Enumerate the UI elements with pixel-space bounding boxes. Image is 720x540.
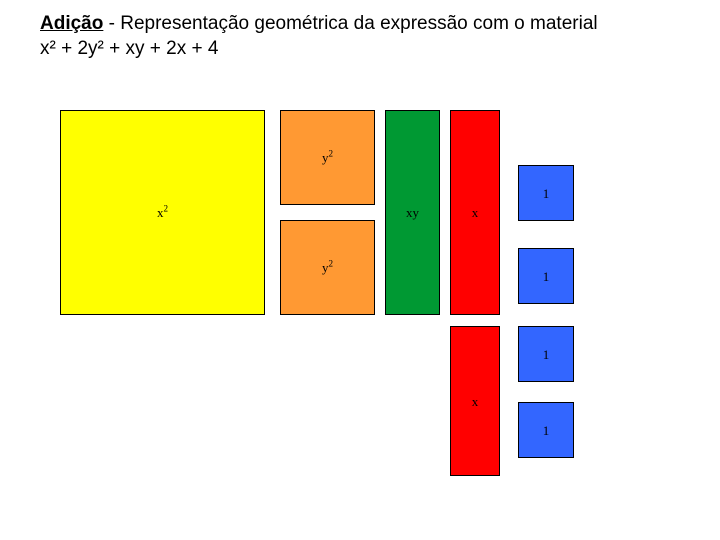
- unit-tile-2-label: 1: [543, 270, 550, 283]
- heading-expression: x² + 2y² + xy + 2x + 4: [40, 38, 218, 59]
- xy-tile: xy: [385, 110, 440, 315]
- unit-tile-3: 1: [518, 326, 574, 382]
- y-squared-tile-2: y2: [280, 220, 375, 315]
- unit-tile-1: 1: [518, 165, 574, 221]
- y-squared-tile-1-label: y2: [322, 151, 333, 164]
- heading-block: Adição - Representação geométrica da exp…: [40, 12, 680, 61]
- xy-tile-label: xy: [406, 206, 419, 219]
- y-squared-tile-1: y2: [280, 110, 375, 205]
- x-squared-tile: x2: [60, 110, 265, 315]
- unit-tile-4-label: 1: [543, 424, 550, 437]
- x-tile-2: x: [450, 326, 500, 476]
- unit-tile-4: 1: [518, 402, 574, 458]
- x-tile-1: x: [450, 110, 500, 315]
- unit-tile-1-label: 1: [543, 187, 550, 200]
- x-tile-1-label: x: [472, 206, 479, 219]
- x-squared-tile-label: x2: [157, 206, 168, 219]
- x-tile-2-label: x: [472, 395, 479, 408]
- heading-bold: Adição: [40, 13, 103, 34]
- y-squared-tile-2-label: y2: [322, 261, 333, 274]
- heading-rest: - Representação geométrica da expressão …: [103, 13, 597, 34]
- unit-tile-3-label: 1: [543, 348, 550, 361]
- unit-tile-2: 1: [518, 248, 574, 304]
